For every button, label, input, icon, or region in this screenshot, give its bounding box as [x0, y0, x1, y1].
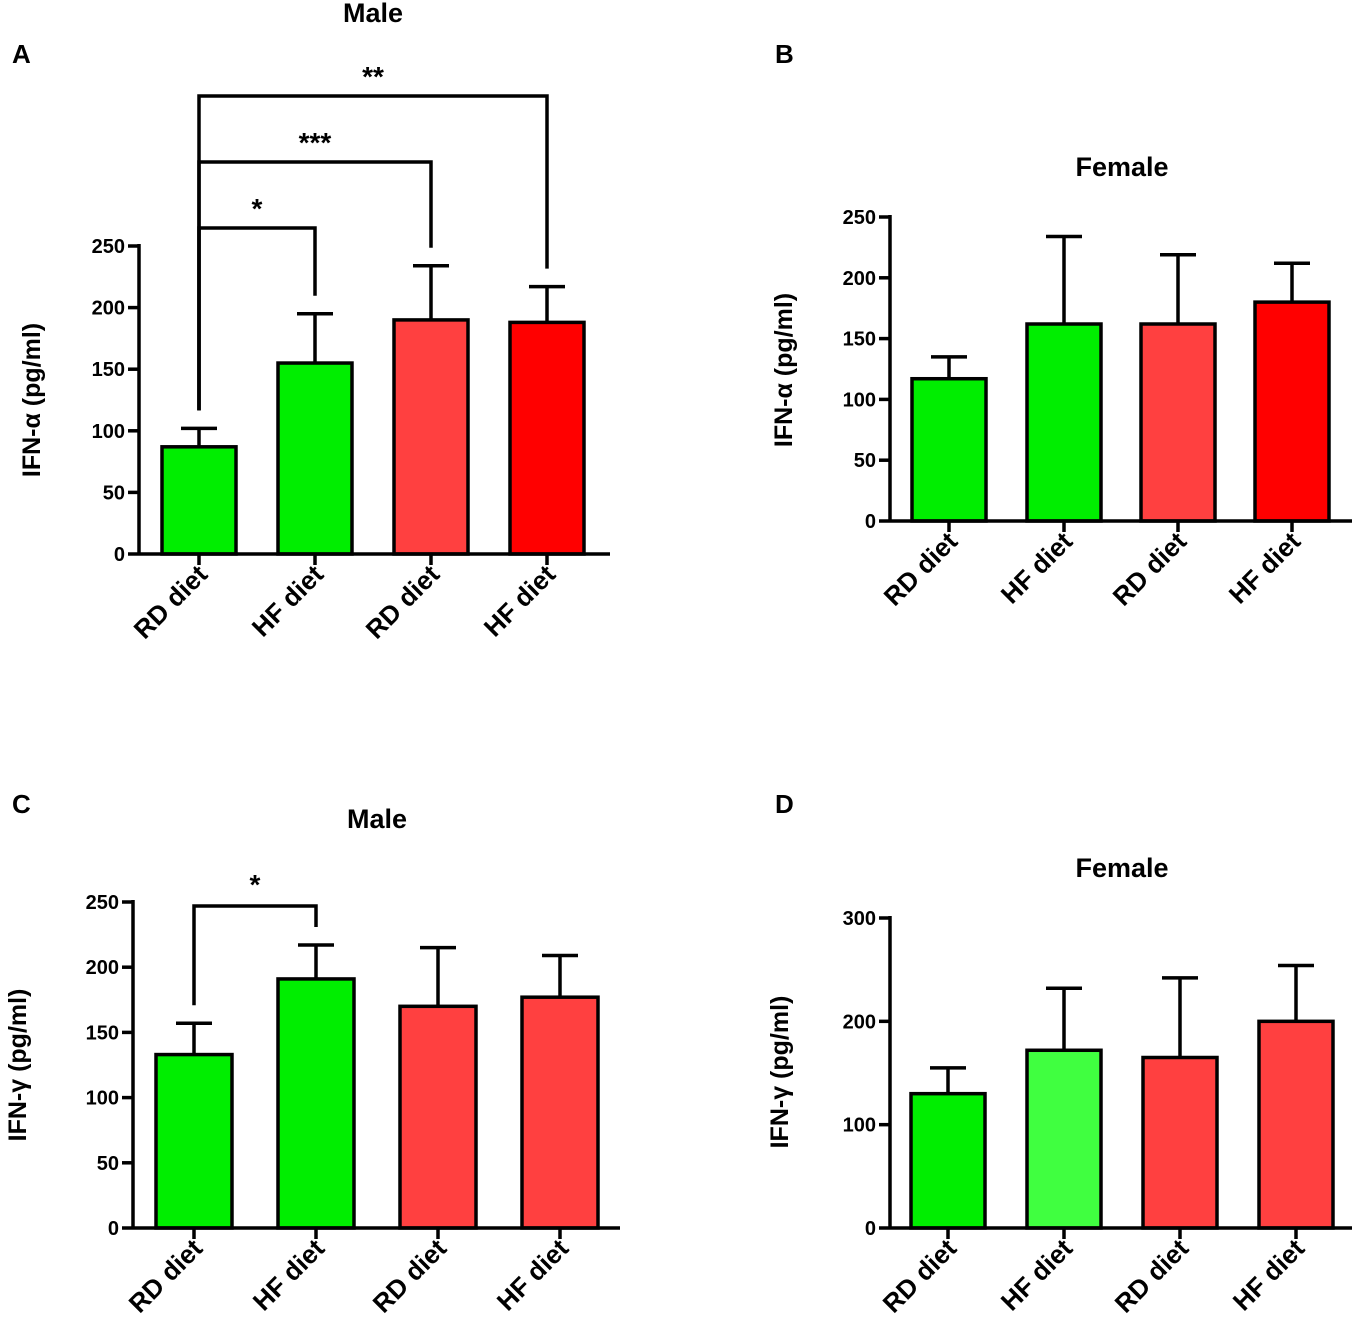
y-tick-label: 50 — [103, 482, 125, 504]
y-tick-label: 0 — [108, 1218, 119, 1240]
x-category-label: RD diet — [1109, 1233, 1195, 1319]
y-tick-label: 0 — [865, 511, 876, 533]
chart-title: Male — [347, 804, 407, 834]
bar — [276, 977, 356, 1230]
significance-label: ** — [362, 61, 384, 92]
bar — [1139, 322, 1217, 523]
x-category-label: RD diet — [128, 559, 214, 645]
y-tick-label: 150 — [92, 359, 125, 381]
x-category-label: HF diet — [995, 526, 1079, 610]
y-tick-label: 200 — [843, 268, 876, 290]
y-tick-label: 200 — [92, 298, 125, 320]
x-category-label: RD diet — [367, 1233, 453, 1319]
bar — [909, 1091, 987, 1230]
panel-letter: B — [775, 39, 794, 69]
y-tick-label: 50 — [97, 1153, 119, 1175]
significance-bracket — [197, 94, 549, 411]
x-category-label: RD diet — [123, 1233, 209, 1319]
y-tick-label: 250 — [92, 236, 125, 258]
y-tick-label: 0 — [865, 1218, 876, 1240]
bar — [1141, 1055, 1219, 1230]
y-tick-label: 300 — [843, 908, 876, 930]
significance-bracket — [192, 904, 318, 1006]
panel-letter: A — [12, 39, 31, 69]
x-category-label: HF diet — [995, 1233, 1079, 1317]
bar — [1257, 1019, 1335, 1230]
y-tick-label: 250 — [843, 207, 876, 229]
y-tick-label: 100 — [843, 389, 876, 411]
significance-label: * — [250, 869, 261, 900]
y-tick-label: 50 — [854, 450, 876, 472]
y-tick-label: 150 — [86, 1022, 119, 1044]
x-category-label: HF diet — [1223, 526, 1307, 610]
panel-letter: D — [775, 789, 794, 819]
chart-title: Male — [343, 0, 403, 28]
y-tick-label: 250 — [86, 892, 119, 914]
bar — [1025, 322, 1103, 523]
panel-d: D Female IFN-γ (pg/ml) 0 100 200 300 RD diet HF … — [766, 789, 1352, 1319]
bar — [520, 995, 600, 1230]
x-category-label: RD diet — [1107, 526, 1193, 612]
bar — [910, 376, 988, 523]
x-category-label: RD diet — [878, 526, 964, 612]
y-tick-label: 0 — [114, 544, 125, 566]
panel-letter: C — [12, 789, 31, 819]
y-tick-label: 200 — [86, 957, 119, 979]
y-tick-label: 150 — [843, 329, 876, 351]
y-axis-label: IFN-γ (pg/ml) — [4, 989, 32, 1142]
y-axis-label: IFN-α (pg/ml) — [770, 293, 798, 447]
x-category-label: RD diet — [360, 559, 446, 645]
x-category-label: HF diet — [1227, 1233, 1311, 1317]
bar — [1253, 300, 1331, 523]
chart-title: Female — [1075, 152, 1168, 182]
panel-b: B Female IFN-α (pg/ml) 0 50 100 150 200 250 RD di… — [770, 39, 1352, 612]
y-tick-label: 100 — [92, 421, 125, 443]
bar — [392, 318, 470, 556]
y-axis-label: IFN-γ (pg/ml) — [766, 996, 794, 1149]
chart-title: Female — [1075, 853, 1168, 883]
bar — [154, 1052, 234, 1230]
significance-label: * — [252, 193, 263, 224]
x-category-label: RD diet — [877, 1233, 963, 1319]
x-category-label: HF diet — [491, 1233, 575, 1317]
significance-label: *** — [299, 127, 332, 158]
panel-a: A Male IFN-α (pg/ml) 0 50 100 150 200 250 RD diet… — [12, 0, 610, 645]
bar — [276, 361, 354, 556]
bar — [160, 445, 238, 556]
x-category-label: HF diet — [478, 559, 562, 643]
bar — [508, 320, 586, 556]
bar — [1025, 1048, 1103, 1230]
x-category-label: HF diet — [247, 1233, 331, 1317]
y-axis-label: IFN-α (pg/ml) — [18, 323, 46, 477]
bar — [398, 1004, 478, 1230]
panel-c: C Male IFN-γ (pg/ml) 0 50 100 150 200 250 RD diet… — [4, 789, 620, 1319]
x-category-label: HF diet — [246, 559, 330, 643]
y-tick-label: 200 — [843, 1011, 876, 1033]
y-tick-label: 100 — [843, 1115, 876, 1137]
y-tick-label: 100 — [86, 1088, 119, 1110]
